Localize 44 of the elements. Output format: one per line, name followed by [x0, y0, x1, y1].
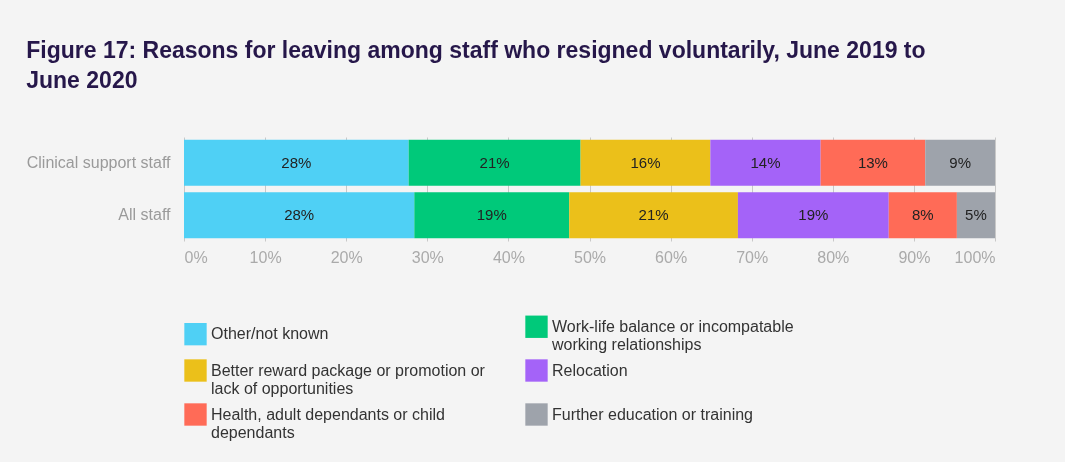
data-label: 14%: [750, 153, 781, 171]
x-tick-label: 60%: [655, 248, 688, 266]
legend-label: Health, adult dependants or child dependants: [211, 405, 445, 441]
x-tick-label: 10%: [249, 248, 282, 266]
data-label: 5%: [965, 206, 987, 224]
x-tick-label: 70%: [736, 248, 769, 266]
data-label: 28%: [281, 153, 312, 171]
legend-label: Other/not known: [211, 325, 329, 343]
x-tick-label: 30%: [411, 248, 444, 266]
legend-label: Better reward package or promotion or lack of opportunities: [211, 361, 486, 397]
data-label: 21%: [638, 206, 669, 224]
bar: [414, 192, 570, 239]
x-tick-label: 80%: [817, 248, 850, 266]
bar: [569, 192, 738, 239]
y-tick-label: All staff: [118, 206, 172, 224]
x-tick-label: 0%: [184, 248, 208, 266]
data-label: 19%: [798, 206, 829, 224]
x-tick-label: 20%: [330, 248, 363, 266]
bar: [184, 192, 415, 239]
bar: [820, 139, 926, 186]
legend-label: Further education or training: [552, 405, 753, 423]
bar: [956, 192, 995, 239]
x-tick-label: 90%: [898, 248, 931, 266]
legend-label: Work-life balance or incompatable working relationships: [551, 317, 794, 353]
chart-title: Figure 17: Reasons for leaving among staff who resigned voluntarily, June 2019 to June 2020: [26, 37, 926, 93]
x-tick-label: 100%: [954, 248, 996, 266]
data-label: 28%: [284, 206, 315, 224]
y-tick-label: Clinical support staff: [26, 153, 172, 171]
data-label: 8%: [911, 206, 934, 224]
bar: [184, 139, 409, 186]
data-label: 19%: [476, 206, 507, 224]
bar: [408, 139, 581, 186]
x-tick-label: 40%: [492, 248, 525, 266]
x-tick-label: 50%: [573, 248, 607, 266]
bar: [580, 139, 711, 186]
data-label: 21%: [479, 153, 510, 171]
bar: [710, 139, 821, 186]
data-label: 16%: [630, 153, 661, 171]
data-label: 9%: [949, 153, 971, 171]
data-label: 13%: [857, 153, 888, 171]
bar: [888, 192, 957, 239]
bar: [737, 192, 889, 239]
bar: [925, 139, 995, 186]
legend-label: Relocation: [552, 361, 628, 379]
